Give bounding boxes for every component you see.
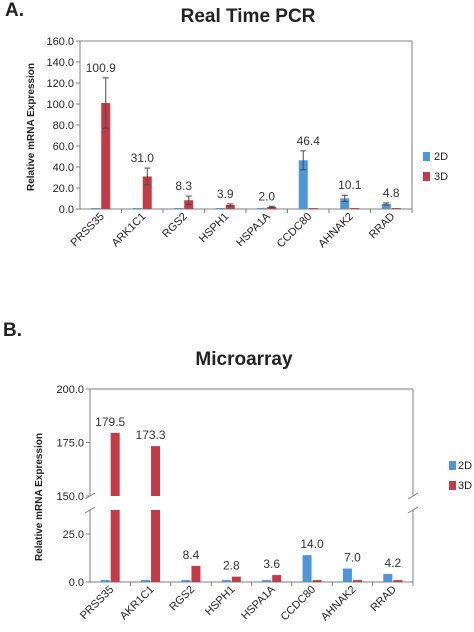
bar-2d-hsph1 bbox=[221, 580, 231, 582]
bar-3d-prss35-lower bbox=[110, 510, 120, 582]
x-tick-label: AHNAK2 bbox=[319, 584, 359, 624]
x-tick-label: HSPH1 bbox=[197, 211, 231, 245]
y-tick-label: 60.0 bbox=[53, 141, 74, 153]
panel-a-plot: 0.0 20.0 40.0 60.0 80.0 100.0 120.0 140.0 160.0 1… bbox=[46, 36, 448, 250]
bar-2d-akr1c1 bbox=[141, 580, 151, 582]
bar-3d-hspa1a bbox=[272, 575, 282, 582]
x-tick-label: HSPA1A bbox=[239, 583, 278, 622]
x-tick-label: RGS2 bbox=[160, 211, 190, 241]
x-tick-label: RRAD bbox=[367, 211, 398, 242]
axis-break-mark bbox=[407, 506, 419, 514]
y-tick-label: 0.0 bbox=[69, 577, 84, 589]
x-tick-label: AHNAK2 bbox=[316, 211, 356, 251]
y-tick-label: 80.0 bbox=[53, 120, 74, 132]
bar-3d-akr1c1-lower bbox=[151, 510, 161, 582]
bar-2d-ahnak2 bbox=[340, 198, 350, 209]
bar-3d-rrad bbox=[391, 208, 401, 209]
y-tick-label: 0.0 bbox=[59, 204, 74, 216]
data-label: 8.3 bbox=[175, 179, 192, 193]
data-label: 179.5 bbox=[95, 415, 125, 429]
bar-3d-ccdc80 bbox=[308, 208, 318, 209]
x-tick-label: ARK1C1 bbox=[110, 211, 149, 250]
data-label: 100.9 bbox=[86, 61, 116, 75]
data-label: 14.0 bbox=[300, 537, 324, 551]
data-label: 2.8 bbox=[223, 559, 240, 573]
bar-3d-ahnak2 bbox=[350, 208, 360, 209]
bar-2d-rgs2 bbox=[181, 580, 191, 582]
y-tick-label: 140.0 bbox=[46, 57, 74, 69]
bar-3d-hsph1 bbox=[225, 204, 235, 209]
data-label: 7.0 bbox=[344, 551, 361, 565]
panel-b-title: Microarray bbox=[195, 349, 293, 370]
y-tick-label: 150.0 bbox=[56, 491, 84, 503]
bar-2d-rrad bbox=[381, 203, 391, 209]
panel-b-label: B. bbox=[3, 320, 22, 341]
axis-break-mark bbox=[407, 492, 419, 500]
bar-2d-prss35 bbox=[100, 580, 110, 582]
x-tick-label: PRSS35 bbox=[69, 211, 107, 249]
bar-2d-ark1c1 bbox=[132, 208, 142, 209]
x-tick-label: AKR1C1 bbox=[118, 584, 157, 623]
data-label: 31.0 bbox=[131, 151, 155, 165]
bar-2d-hspa1a bbox=[257, 208, 267, 209]
y-tick-label: 160.0 bbox=[46, 36, 74, 48]
y-tick-label: 200.0 bbox=[56, 384, 84, 396]
data-label: 173.3 bbox=[136, 428, 166, 442]
legend-swatch-2d bbox=[449, 461, 456, 470]
bar-2d-rgs2 bbox=[174, 208, 184, 209]
legend-label-3d: 3D bbox=[434, 171, 448, 183]
bar-2d-hspa1a bbox=[262, 580, 272, 582]
legend-swatch-2d bbox=[423, 152, 430, 161]
data-label: 8.4 bbox=[183, 548, 200, 562]
y-tick-label: 175.0 bbox=[56, 438, 84, 450]
legend-swatch-3d bbox=[449, 481, 456, 490]
y-tick-label: 20.0 bbox=[53, 183, 74, 195]
bar-2d-rrad bbox=[383, 573, 393, 582]
y-tick-label: 100.0 bbox=[46, 99, 74, 111]
bar-2d-ccdc80 bbox=[298, 160, 308, 209]
data-label: 46.4 bbox=[297, 134, 321, 148]
x-tick-label: RGS2 bbox=[167, 584, 197, 614]
bar-2d-prss35 bbox=[91, 208, 101, 209]
bar-2d-hsph1 bbox=[215, 208, 225, 209]
legend-swatch-3d bbox=[423, 172, 430, 181]
bar-3d-prss35-upper bbox=[110, 432, 120, 496]
legend-label-2d: 2D bbox=[434, 151, 448, 163]
y-tick-label: 40.0 bbox=[53, 162, 74, 174]
panel-b-plot: 0.0 25.0 150.0 175.0 200.0 179.5 PRSS35 173.3 AK… bbox=[56, 384, 472, 623]
x-tick-label: RRAD bbox=[368, 584, 399, 615]
bar-3d-prss35 bbox=[101, 103, 111, 209]
panel-b-ylabel: Relative mRNA Expression bbox=[34, 433, 45, 561]
data-label: 3.9 bbox=[217, 187, 234, 201]
bar-3d-ahnak2 bbox=[352, 580, 362, 582]
bar-3d-akr1c1-upper bbox=[151, 446, 161, 496]
bar-3d-rgs2 bbox=[191, 565, 201, 582]
bar-3d-rrad bbox=[393, 580, 403, 582]
legend-label-2d: 2D bbox=[458, 460, 472, 472]
plot-area bbox=[79, 40, 413, 210]
panel-a-ylabel: Relative mRNA Expression bbox=[26, 63, 37, 191]
x-tick-label: CCDC80 bbox=[279, 584, 319, 624]
panel-a-label: A. bbox=[5, 0, 24, 21]
axis-break-mark bbox=[84, 506, 96, 514]
x-tick-label: CCDC80 bbox=[275, 211, 315, 251]
data-label: 10.1 bbox=[338, 178, 362, 192]
data-label: 3.6 bbox=[263, 557, 280, 571]
bar-2d-ccdc80 bbox=[302, 555, 312, 582]
data-label: 4.8 bbox=[383, 186, 400, 200]
y-tick-label: 25.0 bbox=[63, 529, 84, 541]
panel-a-title: Real Time PCR bbox=[181, 6, 316, 27]
data-label: 2.0 bbox=[258, 189, 275, 203]
y-tick-label: 120.0 bbox=[46, 78, 74, 90]
x-tick-label: PRSS35 bbox=[78, 584, 116, 622]
x-tick-label: HSPH1 bbox=[203, 584, 237, 618]
bar-2d-ahnak2 bbox=[342, 568, 352, 582]
bar-3d-hsph1 bbox=[231, 576, 241, 582]
bar-3d-ccdc80 bbox=[312, 580, 322, 582]
bar-3d-ark1c1 bbox=[142, 176, 152, 209]
data-label: 4.2 bbox=[384, 556, 401, 570]
x-tick-label: HSPA1A bbox=[234, 210, 273, 249]
legend-label-3d: 3D bbox=[458, 480, 472, 492]
